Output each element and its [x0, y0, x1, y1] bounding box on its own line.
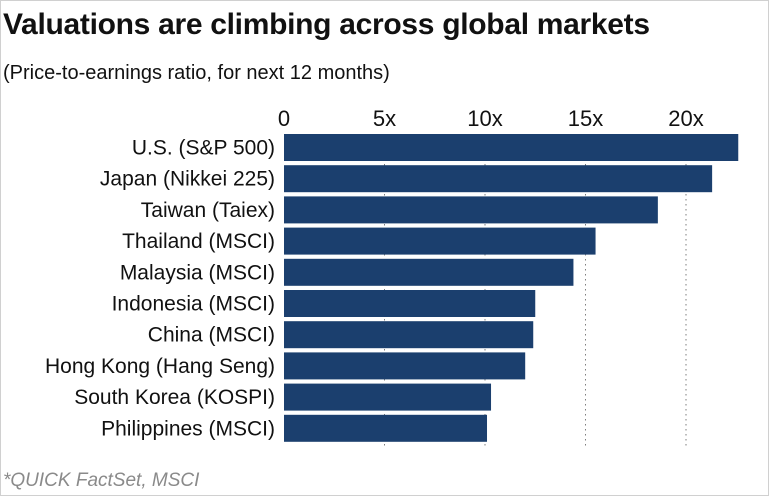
- bar: [284, 290, 536, 317]
- category-label: Hong Kong (Hang Seng): [45, 355, 275, 378]
- category-label: Philippines (MSCI): [101, 417, 275, 440]
- category-label: China (MSCI): [148, 324, 275, 347]
- category-label: Taiwan (Taiex): [141, 199, 275, 222]
- bar: [284, 383, 492, 411]
- bar: [284, 352, 526, 380]
- category-label: South Korea (KOSPI): [74, 386, 275, 409]
- bar: [284, 196, 658, 224]
- source-note: *QUICK FactSet, MSCI: [3, 470, 200, 491]
- chart-subtitle: (Price-to-earnings ratio, for next 12 mo…: [3, 62, 390, 84]
- x-tick-label: 0: [278, 106, 290, 131]
- bar: [284, 258, 574, 286]
- category-label: Thailand (MSCI): [122, 230, 275, 253]
- chart-title: Valuations are climbing across global ma…: [3, 8, 650, 41]
- bar: [284, 165, 713, 193]
- category-label: Malaysia (MSCI): [120, 261, 275, 284]
- bar: [284, 227, 596, 255]
- x-tick-label: 15x: [568, 106, 603, 131]
- category-label: Indonesia (MSCI): [112, 293, 275, 316]
- x-tick-label: 20x: [668, 106, 703, 131]
- category-label: U.S. (S&P 500): [132, 137, 275, 160]
- bar: [284, 134, 739, 161]
- bar: [284, 414, 488, 442]
- bar: [284, 321, 534, 349]
- x-tick-label: 5x: [373, 106, 396, 131]
- x-tick-label: 10x: [467, 106, 502, 131]
- category-label: Japan (Nikkei 225): [100, 168, 275, 191]
